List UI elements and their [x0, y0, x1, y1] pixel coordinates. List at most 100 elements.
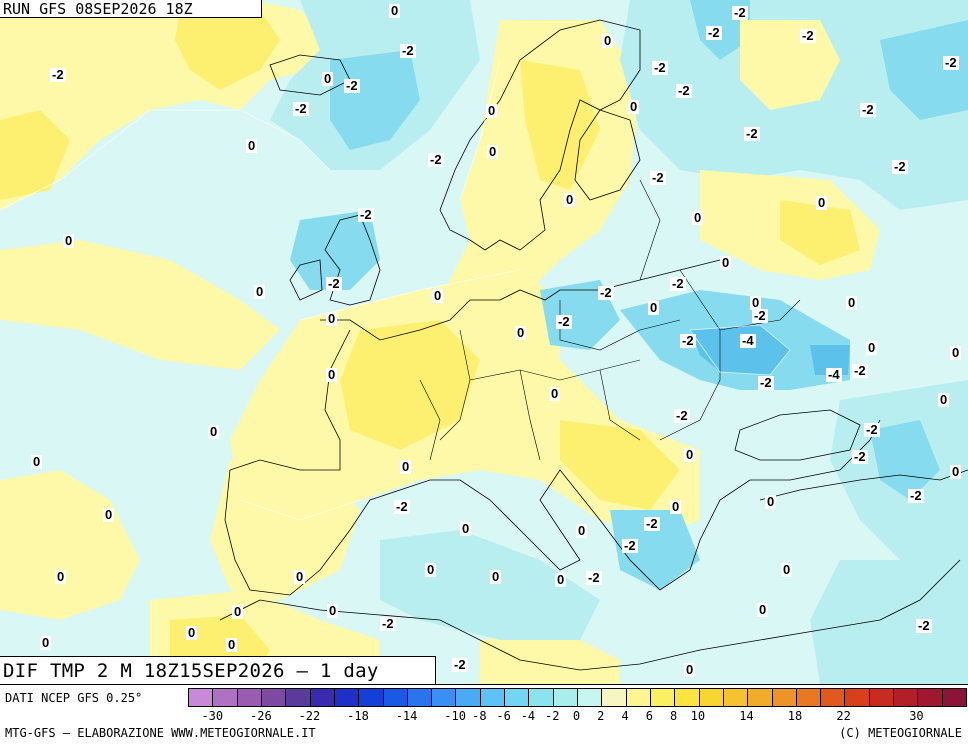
colorbar [188, 688, 967, 707]
contour-label: 0 [670, 499, 682, 514]
contour-label: 0 [684, 662, 696, 677]
contour-label: 0 [692, 210, 704, 225]
border-lines [419, 179, 801, 461]
colorbar-tick-label: -6 [496, 709, 511, 723]
data-source: DATI NCEP GFS 0.25° [5, 691, 143, 705]
colorbar-swatch [675, 689, 700, 706]
contour-label: -2 [864, 422, 880, 437]
colorbar-tick-label: -14 [395, 709, 418, 723]
colorbar-swatch [261, 689, 287, 706]
colorbar-swatch [796, 689, 822, 706]
contour-label: -2 [650, 170, 666, 185]
contour-label: 0 [781, 562, 793, 577]
coastlines [219, 19, 968, 671]
colorbar-tick-label: 14 [739, 709, 754, 723]
field-warm-scandinavia-core [520, 60, 600, 190]
contour-label: 0 [750, 295, 762, 310]
contour-label: 0 [400, 459, 412, 474]
field-cold-russia-core [690, 0, 968, 120]
colorbar-tick-label: -26 [250, 709, 272, 723]
isoline-zero [0, 59, 791, 521]
contour-label: -2 [758, 375, 774, 390]
contour-label: 0 [103, 507, 115, 522]
colorbar-tick-label: 0 [572, 709, 581, 723]
colorbar-swatch [699, 689, 724, 706]
coastline-anatolia [759, 469, 968, 501]
contour-label: -2 [744, 126, 760, 141]
map-canvas [0, 0, 968, 684]
contour-label: 0 [720, 255, 732, 270]
colorbar-swatch [845, 689, 870, 706]
colorbar-swatch [505, 689, 530, 706]
colorbar-ticks: -30 -26 -22 -18 -14 -10 -8 -6 -4 -2 0 2 4 6 8 10 14 18 22 3… [188, 709, 965, 723]
colorbar-tick-label: 6 [645, 709, 653, 723]
colorbar-swatch [723, 689, 749, 706]
colorbar-swatch [821, 689, 846, 706]
footer-legend: DATI NCEP GFS 0.25° -30 -26 -22 -18 -14 -10 -8… [0, 684, 968, 746]
contour-label: 0 [549, 386, 561, 401]
field-cold-mediterranean [380, 530, 600, 640]
colorbar-tick-label: -22 [298, 709, 321, 723]
contour-label: 0 [322, 71, 334, 86]
colorbar-swatch [480, 689, 506, 706]
contour-label: 0 [460, 521, 472, 536]
coastline-continental-europe [224, 259, 881, 596]
colorbar-tick-label: 30 [909, 709, 924, 723]
contour-label: 0 [846, 295, 858, 310]
colorbar-swatch [432, 689, 457, 706]
contour-label: 0 [294, 569, 306, 584]
contour-label: -2 [50, 67, 66, 82]
colorbar-swatch [578, 689, 603, 706]
colorbar-tick-label: -8 [472, 709, 487, 723]
field-warm-russia-core [780, 200, 860, 265]
contour-label: 0 [254, 284, 266, 299]
contour-label: -2 [344, 78, 360, 93]
colorbar-swatch [213, 689, 238, 706]
contour-label: 0 [55, 569, 67, 584]
colorbar-tick-label: 2 [597, 709, 605, 723]
contour-label: -2 [916, 618, 932, 633]
contour-label: -2 [860, 102, 876, 117]
colorbar-swatch [553, 689, 578, 706]
contour-label: -2 [706, 25, 722, 40]
contour-label: 0 [246, 138, 258, 153]
contour-label: 0 [564, 192, 576, 207]
colorbar-swatch [918, 689, 943, 706]
contour-label: 0 [226, 637, 238, 652]
colorbar-tick-label: 10 [690, 709, 706, 723]
contour-label: 0 [490, 569, 502, 584]
contour-label: 0 [684, 447, 696, 462]
field-cold-mideast [810, 560, 968, 684]
contour-label: 0 [765, 494, 777, 509]
colorbar-tick-label: -2 [544, 709, 560, 723]
coastline-british-isles [289, 214, 381, 306]
contour-label: 0 [938, 392, 950, 407]
contour-label: 0 [63, 233, 75, 248]
colorbar-swatch [407, 689, 433, 706]
contour-label: 0 [628, 99, 640, 114]
colorbar-tick-label: 8 [670, 709, 678, 723]
isolines [0, 59, 791, 521]
contour-label: -2 [732, 5, 748, 20]
colorbar-swatch [383, 689, 408, 706]
coastline-finland [574, 109, 641, 201]
contour-label: 0 [232, 604, 244, 619]
contour-label: 0 [816, 195, 828, 210]
colorbar-tick-label: -10 [444, 709, 466, 723]
contour-label: 0 [602, 33, 614, 48]
contour-label: 0 [950, 345, 962, 360]
run-header: RUN GFS 08SEP2026 18Z [0, 0, 262, 18]
contour-label: 0 [40, 635, 52, 650]
contour-label: 0 [327, 603, 339, 618]
field-warm-iberia [210, 460, 360, 600]
contour-label: 0 [326, 367, 338, 382]
colorbar-tick-label: -18 [347, 709, 369, 723]
map-title-text: DIF TMP 2 M 18Z15SEP2026 — 1 day [3, 660, 379, 682]
contour-label: -2 [556, 314, 572, 329]
contour-label: -2 [800, 28, 816, 43]
contour-label: -2 [752, 308, 768, 323]
colorbar-tick-label: -4 [520, 709, 536, 723]
country-borders [419, 179, 801, 461]
colorbar-swatch [529, 689, 554, 706]
colorbar-tick-label: 4 [621, 709, 629, 723]
